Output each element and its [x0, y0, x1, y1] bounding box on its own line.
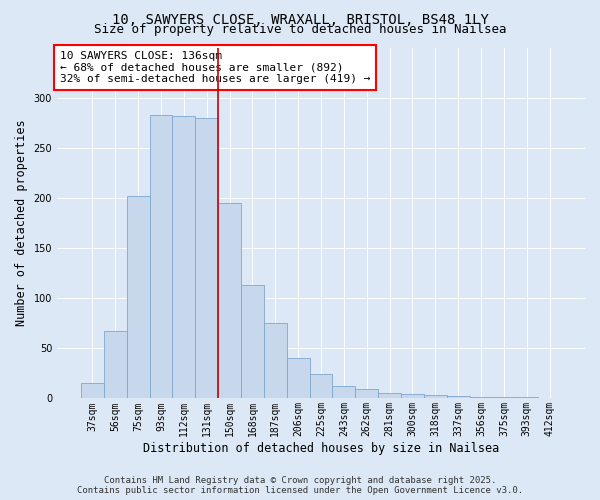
- Bar: [172, 116, 196, 399]
- X-axis label: Distribution of detached houses by size in Nailsea: Distribution of detached houses by size …: [143, 442, 499, 455]
- Y-axis label: Number of detached properties: Number of detached properties: [15, 120, 28, 326]
- Bar: [218, 203, 241, 398]
- Bar: [447, 396, 470, 398]
- Bar: [355, 390, 378, 398]
- Text: 10, SAWYERS CLOSE, WRAXALL, BRISTOL, BS48 1LY: 10, SAWYERS CLOSE, WRAXALL, BRISTOL, BS4…: [112, 12, 488, 26]
- Bar: [424, 396, 447, 398]
- Bar: [332, 386, 355, 398]
- Text: 10 SAWYERS CLOSE: 136sqm
← 68% of detached houses are smaller (892)
32% of semi-: 10 SAWYERS CLOSE: 136sqm ← 68% of detach…: [59, 51, 370, 84]
- Bar: [149, 114, 172, 399]
- Bar: [81, 384, 104, 398]
- Bar: [401, 394, 424, 398]
- Bar: [378, 394, 401, 398]
- Text: Size of property relative to detached houses in Nailsea: Size of property relative to detached ho…: [94, 22, 506, 36]
- Bar: [264, 323, 287, 398]
- Bar: [310, 374, 332, 398]
- Bar: [287, 358, 310, 399]
- Bar: [104, 331, 127, 398]
- Bar: [196, 118, 218, 398]
- Text: Contains HM Land Registry data © Crown copyright and database right 2025.
Contai: Contains HM Land Registry data © Crown c…: [77, 476, 523, 495]
- Bar: [241, 285, 264, 399]
- Bar: [127, 196, 149, 398]
